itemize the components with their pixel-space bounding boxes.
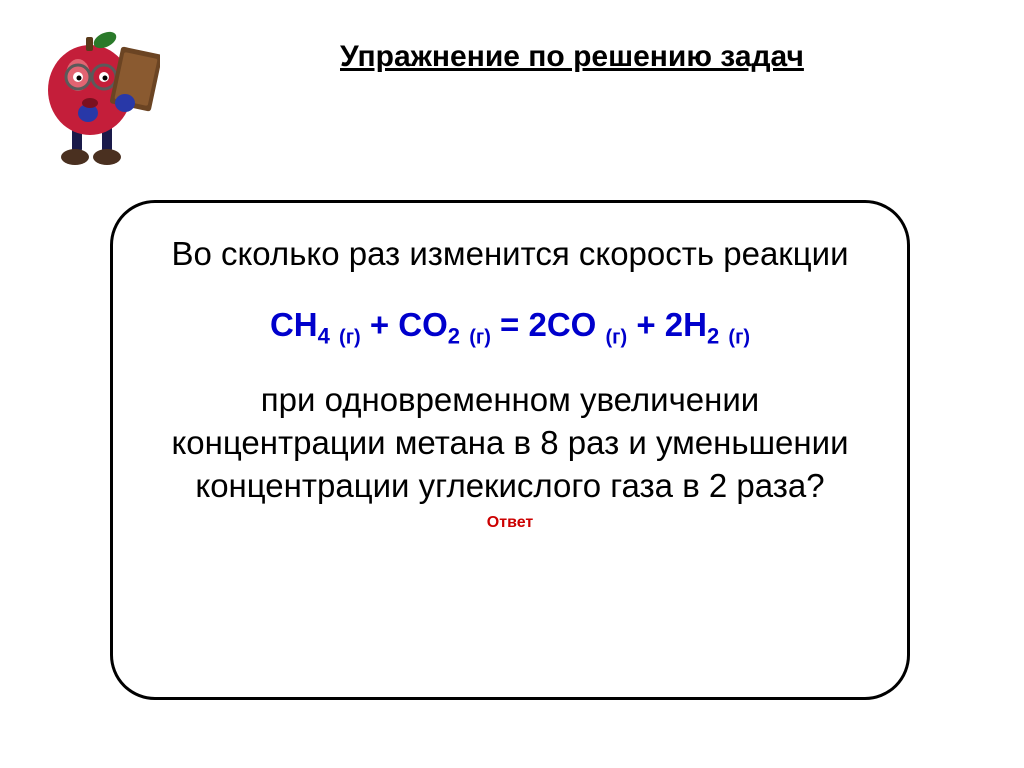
eq-h2: H [683, 306, 707, 343]
eq-plus1: + [361, 306, 399, 343]
eq-co2-phase: (г) [469, 326, 491, 348]
problem-conditions: при одновременном увеличении концентраци… [153, 379, 867, 508]
answer-label[interactable]: Ответ [153, 514, 867, 532]
eq-h2-sub: 2 [707, 323, 719, 348]
eq-h2-phase: (г) [728, 326, 750, 348]
eq-co2-sub: 2 [448, 323, 460, 348]
chemical-equation: CH4 (г) + CO2 (г) = 2CO (г) + 2H2 (г) [153, 306, 867, 350]
problem-box: Во сколько раз изменится скорость реакци… [110, 200, 910, 700]
page-title: Упражнение по решению задач [340, 40, 804, 74]
eq-h2-coef: 2 [665, 306, 683, 343]
eq-co-phase: (г) [606, 326, 628, 348]
eq-ch4-sub: 4 [318, 323, 330, 348]
eq-ch4-phase: (г) [339, 326, 361, 348]
apple-character [30, 15, 160, 170]
eq-equals: = [491, 306, 529, 343]
eq-co2: CO [398, 306, 448, 343]
eq-co: CO [547, 306, 597, 343]
eq-plus2: + [627, 306, 665, 343]
problem-intro: Во сколько раз изменится скорость реакци… [153, 233, 867, 276]
eq-ch4: CH [270, 306, 318, 343]
eq-co-coef: 2 [528, 306, 546, 343]
